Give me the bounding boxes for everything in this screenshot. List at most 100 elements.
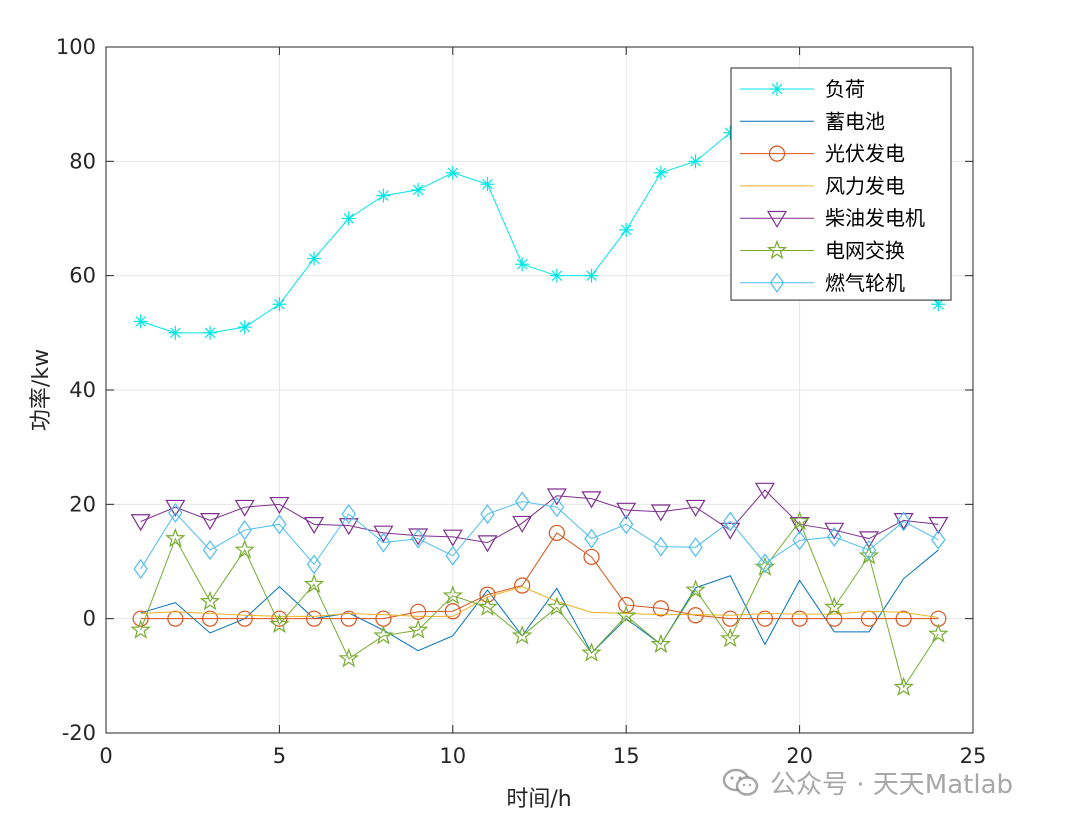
x-tick-label: 15 <box>613 744 640 768</box>
data-point <box>896 511 911 532</box>
series-line <box>140 549 939 654</box>
legend-label: 负荷 <box>825 77 865 101</box>
data-point <box>338 518 359 536</box>
y-tick-label: 20 <box>69 492 96 516</box>
data-point <box>720 627 741 648</box>
data-point <box>931 529 946 550</box>
series-4 <box>130 482 949 553</box>
x-tick-label: 10 <box>439 744 466 768</box>
y-tick-label: 0 <box>83 607 96 631</box>
data-point <box>271 610 288 627</box>
data-point <box>477 535 498 553</box>
legend-marker <box>770 82 784 96</box>
data-point <box>237 320 252 335</box>
y-axis-label: 功率/kw <box>29 349 54 431</box>
data-point <box>581 642 602 662</box>
series-line <box>140 520 939 689</box>
legend-label: 光伏发电 <box>825 142 905 166</box>
y-axis-ticks: -20 0 20 40 60 80 100 <box>56 35 973 745</box>
data-point <box>199 512 221 531</box>
legend-marker <box>766 210 788 228</box>
data-point <box>444 603 461 620</box>
x-tick-label: 25 <box>960 744 987 768</box>
data-point <box>650 633 672 654</box>
data-point <box>546 488 567 506</box>
legend-item: 柴油发电机 <box>740 206 925 230</box>
series-5 <box>130 510 949 696</box>
series-1 <box>140 549 939 654</box>
data-point <box>754 556 776 576</box>
data-point <box>512 515 533 533</box>
data-point <box>477 596 498 616</box>
data-point <box>824 522 845 540</box>
data-point <box>858 531 880 549</box>
legend-marker <box>768 145 786 162</box>
data-point <box>168 325 183 340</box>
data-point <box>410 528 426 549</box>
legend-label: 蓄电池 <box>825 109 885 133</box>
data-point <box>303 573 325 594</box>
data-point <box>133 314 148 329</box>
watermark-text: 公众号 · 天天Matlab <box>770 770 1014 800</box>
legend-label: 燃气轮机 <box>825 271 905 295</box>
legend-item: 电网交换 <box>740 239 905 263</box>
data-point <box>340 610 357 627</box>
data-point <box>442 529 463 547</box>
data-point <box>754 482 775 500</box>
data-point <box>723 511 738 532</box>
data-point <box>824 596 845 616</box>
data-point <box>132 610 149 627</box>
watermark: 公众号 · 天天Matlab <box>722 764 1013 801</box>
y-tick-label: -20 <box>62 721 96 745</box>
data-point <box>407 619 429 639</box>
data-point <box>445 165 460 180</box>
data-point <box>584 268 599 283</box>
data-point <box>652 600 669 617</box>
data-point <box>827 526 842 547</box>
legend-label: 风力发电 <box>825 174 905 198</box>
legend-item: 蓄电池 <box>740 109 885 133</box>
data-point <box>685 579 706 599</box>
series-3 <box>140 586 939 619</box>
data-point <box>549 497 565 518</box>
legend-marker <box>766 239 788 260</box>
data-point <box>583 548 600 566</box>
data-point <box>546 596 568 616</box>
data-point <box>234 539 255 559</box>
data-point <box>236 610 253 627</box>
data-point <box>373 525 394 543</box>
y-tick-label: 60 <box>69 264 96 288</box>
legend-item: 负荷 <box>740 77 865 101</box>
data-point <box>928 623 949 643</box>
x-tick-label: 0 <box>99 744 112 768</box>
data-point <box>341 211 356 226</box>
x-tick-label: 5 <box>273 744 286 768</box>
data-point <box>272 514 287 535</box>
legend-box <box>730 67 952 301</box>
data-point <box>548 524 565 542</box>
data-point <box>165 499 186 517</box>
data-point <box>168 502 183 523</box>
data-point <box>130 514 151 532</box>
data-point <box>201 610 219 627</box>
data-point <box>304 516 325 535</box>
data-point <box>514 577 531 594</box>
data-point <box>616 502 637 520</box>
data-point <box>199 590 221 611</box>
data-point <box>720 522 741 540</box>
data-point <box>619 222 634 237</box>
legend-label: 柴油发电机 <box>825 206 925 230</box>
legend-item: 风力发电 <box>740 174 905 198</box>
data-point <box>445 545 461 566</box>
data-point <box>376 532 391 553</box>
data-point <box>515 257 530 272</box>
data-point <box>480 177 495 192</box>
x-axis-ticks: 0 5 10 15 20 25 <box>99 47 986 768</box>
data-point <box>167 610 184 627</box>
data-point <box>272 297 287 312</box>
data-point <box>341 504 356 525</box>
data-point <box>130 619 151 639</box>
data-point <box>306 554 322 575</box>
data-point <box>307 251 322 266</box>
